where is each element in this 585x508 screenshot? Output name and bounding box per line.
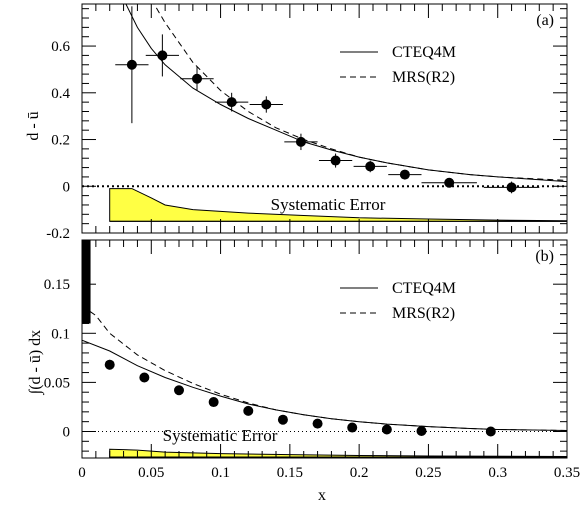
x-tick-label: 0.1 (211, 465, 230, 481)
plot-frame (81, 239, 568, 459)
data-point (347, 422, 358, 433)
systematic-error-band (109, 188, 567, 222)
y-axis-label-bottom: ∫(d - ū) dx (27, 330, 45, 395)
x-tick-label: 0.35 (554, 465, 580, 481)
plot-area (82, 240, 567, 458)
data-point (139, 372, 150, 383)
curve-mrs-r2- (153, 4, 567, 181)
panel-label: (a) (536, 12, 554, 29)
data-point (444, 177, 455, 188)
data-point (277, 414, 288, 425)
y-tick-label: 0.6 (51, 39, 70, 55)
y-tick-label: 0 (63, 424, 71, 440)
plot-area (82, 4, 567, 222)
data-point (365, 161, 376, 172)
curve-cteq4m (82, 339, 567, 431)
data-point (506, 182, 517, 193)
data-point (416, 425, 427, 436)
data-point (104, 359, 115, 370)
y-tick-label: 0.15 (44, 277, 70, 293)
data-point (295, 136, 306, 147)
y-tick-label: -0.2 (46, 226, 70, 242)
x-tick-label: 0.25 (415, 465, 441, 481)
data-point (312, 418, 323, 429)
legend-label-mrs-r2: MRS(R2) (392, 69, 455, 86)
systematic-error-label: Systematic Error (163, 426, 278, 445)
data-point (174, 385, 184, 396)
y-tick-label: 0.1 (51, 326, 70, 342)
panel-a: Systematic Error -0.2 0 0.2 0.4 0.6 (a) CTEQ4M M… (46, 3, 568, 242)
data-point (381, 424, 392, 435)
data-point (126, 59, 137, 70)
data-point (399, 169, 410, 180)
panel-label: (b) (535, 248, 554, 265)
x-tick-label: 0.2 (350, 465, 369, 481)
y-tick-label: 0.2 (51, 133, 70, 149)
y-tick-label: 0 (63, 179, 71, 195)
plot-frame (81, 3, 568, 234)
systematic-error-band (109, 448, 567, 458)
data-point (192, 73, 203, 84)
legend-label-cteq4m: CTEQ4M (392, 44, 456, 61)
data-point (157, 50, 168, 61)
x-tick-label: 0 (78, 465, 86, 481)
x-tick-label: 0.3 (488, 465, 507, 481)
legend-label-mrs-r2: MRS(R2) (392, 305, 455, 322)
data-point (226, 97, 237, 108)
x-axis-label: x (318, 487, 326, 504)
panel-b: Systematic Error 0 0.05 0.1 0.15 0 0.05 0.1 0.15… (44, 239, 580, 481)
curve-mrs-r2- (82, 305, 567, 431)
y-tick-label: 0.4 (51, 86, 70, 102)
left-error-bar (82, 240, 91, 324)
data-point (485, 426, 496, 437)
data-point (208, 397, 219, 408)
data-point (243, 405, 254, 416)
x-tick-label: 0.05 (138, 465, 164, 481)
data-point (330, 155, 341, 166)
y-axis-label-top: d - ū (25, 111, 42, 140)
curve-cteq4m (125, 4, 567, 183)
systematic-error-label: Systematic Error (271, 195, 386, 214)
legend-label-cteq4m: CTEQ4M (392, 280, 456, 297)
x-tick-label: 0.15 (277, 465, 303, 481)
data-point (261, 99, 272, 110)
y-tick-label: 0.05 (44, 375, 70, 391)
